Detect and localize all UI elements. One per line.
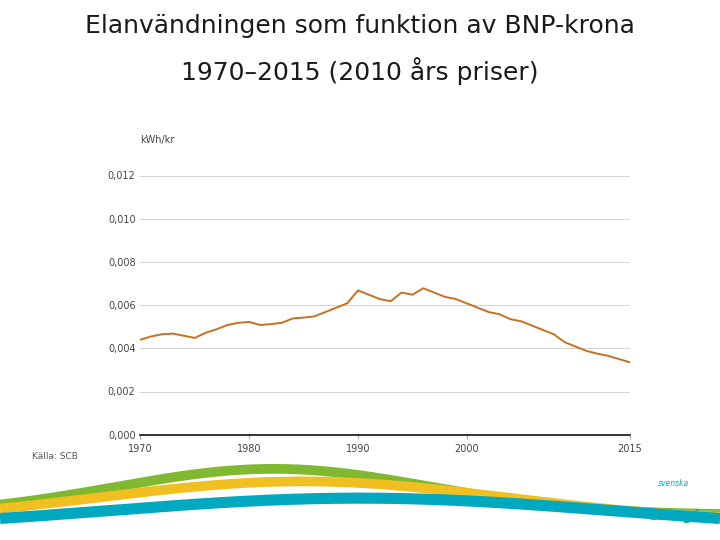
Text: Källa: SCB: Källa: SCB: [32, 452, 78, 461]
Text: energi: energi: [648, 509, 698, 523]
Text: kWh/kr: kWh/kr: [140, 136, 175, 145]
Text: svenska: svenska: [657, 479, 689, 488]
Text: 1970–2015 (2010 års priser): 1970–2015 (2010 års priser): [181, 57, 539, 85]
Text: Elanvändningen som funktion av BNP-krona: Elanvändningen som funktion av BNP-krona: [85, 14, 635, 37]
